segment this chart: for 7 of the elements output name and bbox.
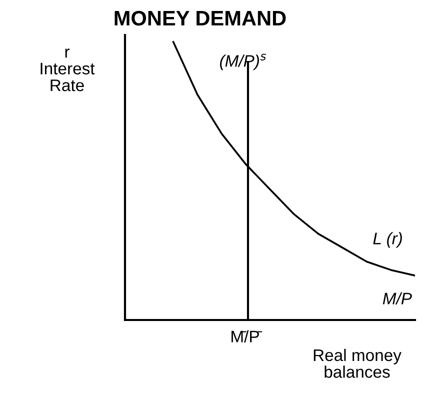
y-axis-title: r Interest Rate (40, 48, 95, 92)
annotation: (M/P)$^{s}$ (220, 54, 266, 70)
series-label: L (r) (373, 232, 402, 248)
x-axis-title: M/P (382, 292, 412, 304)
text: M̄/P̄ (232, 330, 262, 342)
text: Real money balances (314, 348, 402, 378)
chart-title: MONEY DEMAND (114, 10, 286, 26)
